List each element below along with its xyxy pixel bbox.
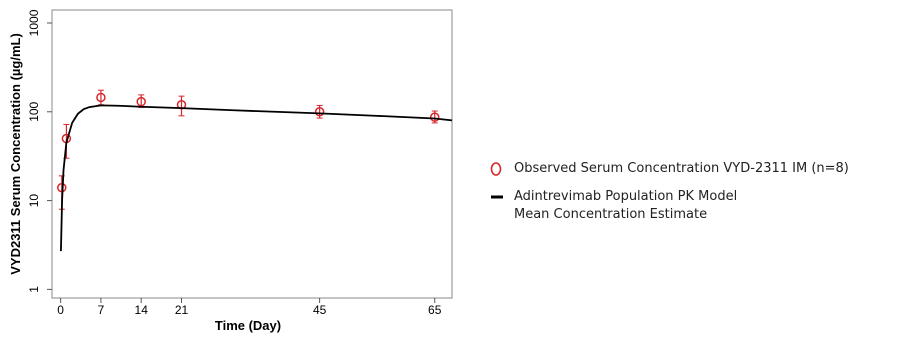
y-tick-label: 10 xyxy=(27,194,41,208)
y-tick-label: 1 xyxy=(27,286,41,293)
data-point xyxy=(314,107,325,117)
y-tick-label: 1000 xyxy=(27,9,41,36)
x-tick-label: 14 xyxy=(135,303,149,317)
x-tick-label: 65 xyxy=(428,303,442,317)
y-tick-label: 100 xyxy=(27,101,41,121)
plot-frame xyxy=(51,9,453,299)
data-point xyxy=(96,92,106,103)
y-axis-title: VYD2311 Serum Concentration (µg/mL) xyxy=(8,33,23,275)
model-line xyxy=(60,104,453,252)
data-point xyxy=(429,112,440,122)
x-tick-label: 45 xyxy=(313,303,327,317)
legend-entry: Observed Serum Concentration VYD-2311 IM… xyxy=(490,160,849,178)
x-tick-label: 0 xyxy=(57,303,64,317)
legend-entry: Adintrevimab Population PK Model Mean Co… xyxy=(490,188,749,224)
legend-swatch xyxy=(491,195,503,199)
legend-label: Observed Serum Concentration VYD-2311 IM… xyxy=(514,161,849,176)
legend: Observed Serum Concentration VYD-2311 IM… xyxy=(490,160,849,234)
legend-swatch xyxy=(490,162,502,176)
x-tick-label: 7 xyxy=(98,303,105,317)
legend-label: Adintrevimab Population PK Model Mean Co… xyxy=(514,189,738,222)
x-tick-label: 21 xyxy=(175,303,189,317)
data-point xyxy=(136,96,146,107)
x-axis-title: Time (Day) xyxy=(215,318,281,333)
